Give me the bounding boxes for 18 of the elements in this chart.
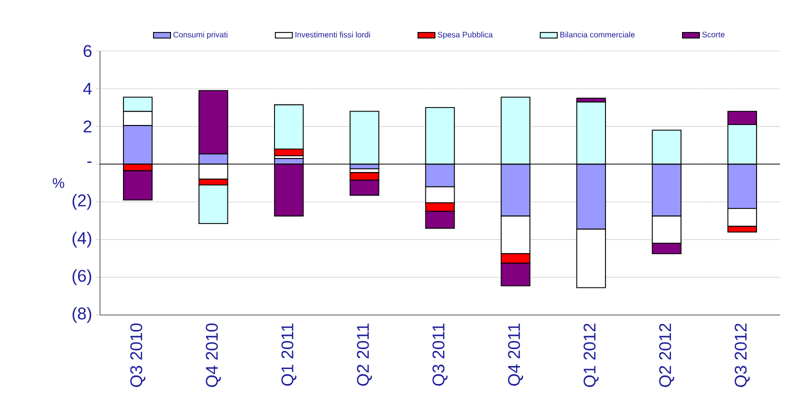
x-tick-label: Q1 2012 (584, 324, 599, 387)
x-tick-label: Q4 2011 (508, 324, 524, 386)
y-tick-label: (8) (72, 307, 92, 323)
x-tick-label: Q3 2010 (130, 323, 146, 387)
y-tick-label: 6 (84, 45, 92, 57)
y-tick-label: 4 (83, 82, 92, 95)
y-tick-label: (4) (72, 232, 92, 248)
y-tick-label: - (87, 162, 92, 163)
x-tick-label: Q3 2011 (432, 324, 448, 386)
y-tick-label: (6) (72, 269, 92, 286)
y-tick-label: 2 (84, 120, 92, 132)
x-tick-label: Q3 2012 (734, 324, 750, 387)
x-tick-label: Q4 2010 (206, 323, 221, 387)
x-tick-label: Q1 2011 (281, 324, 296, 386)
x-tick-label: Q2 2011 (356, 324, 372, 386)
x-tick-label: Q2 2012 (659, 324, 674, 387)
y-tick-label: (2) (72, 194, 92, 210)
y-axis-title: % (52, 178, 64, 188)
